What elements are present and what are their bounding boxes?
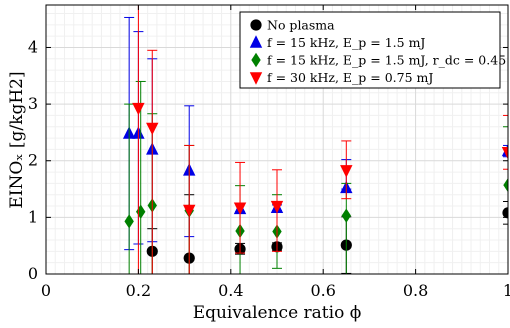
data-point	[341, 208, 351, 223]
data-point	[340, 165, 353, 178]
legend-label-1: f = 15 kHz, E_p = 1.5 mJ	[267, 35, 425, 50]
data-point	[502, 207, 508, 219]
data-point	[183, 204, 196, 218]
x-tick-label: 0.2	[126, 281, 151, 300]
x-tick-label: 0	[41, 281, 51, 300]
data-point	[501, 147, 508, 160]
data-point	[270, 200, 284, 214]
legend-marker-2	[251, 52, 261, 68]
x-tick-label: 0.6	[310, 281, 335, 300]
legend-marker-3	[249, 72, 263, 85]
data-point	[233, 202, 247, 215]
plot-frame	[45, 4, 509, 275]
y-axis-label: EINOₓ [g/kgH2]	[7, 71, 27, 208]
x-tick-label: 0.4	[218, 281, 243, 300]
data-layer	[122, 5, 508, 274]
y-tick-label: 3	[28, 94, 38, 113]
data-point	[132, 102, 145, 116]
y-tick-label: 1	[28, 207, 38, 226]
legend-box	[239, 11, 501, 89]
x-tick-label: 1	[503, 281, 510, 300]
y-tick-label: 0	[28, 264, 38, 283]
x-tick-label: 0.8	[403, 281, 428, 300]
y-tick-label: 2	[28, 151, 38, 170]
legend-label-2: f = 15 kHz, E_p = 1.5 mJ, r_dc = 0.45	[267, 53, 506, 68]
legend-label-0: No plasma	[267, 18, 335, 33]
series-3	[132, 5, 508, 274]
legend-marker-0	[250, 19, 262, 31]
axis-ticks: 0 0.2 0.4 0.6 0.8 1 0 1 2 3 4	[28, 5, 510, 300]
legend-marker-1	[249, 35, 263, 48]
x-axis-label: Equivalence ratio ϕ	[193, 303, 362, 323]
data-point	[136, 204, 146, 219]
data-point	[146, 122, 159, 136]
y-tick-label: 4	[28, 37, 38, 56]
legend: No plasma f = 15 kHz, E_p = 1.5 mJ f = 15 …	[239, 11, 506, 89]
data-point	[503, 177, 508, 193]
legend-label-3: f = 30 kHz, E_p = 0.75 mJ	[267, 70, 433, 85]
data-point	[124, 214, 134, 229]
